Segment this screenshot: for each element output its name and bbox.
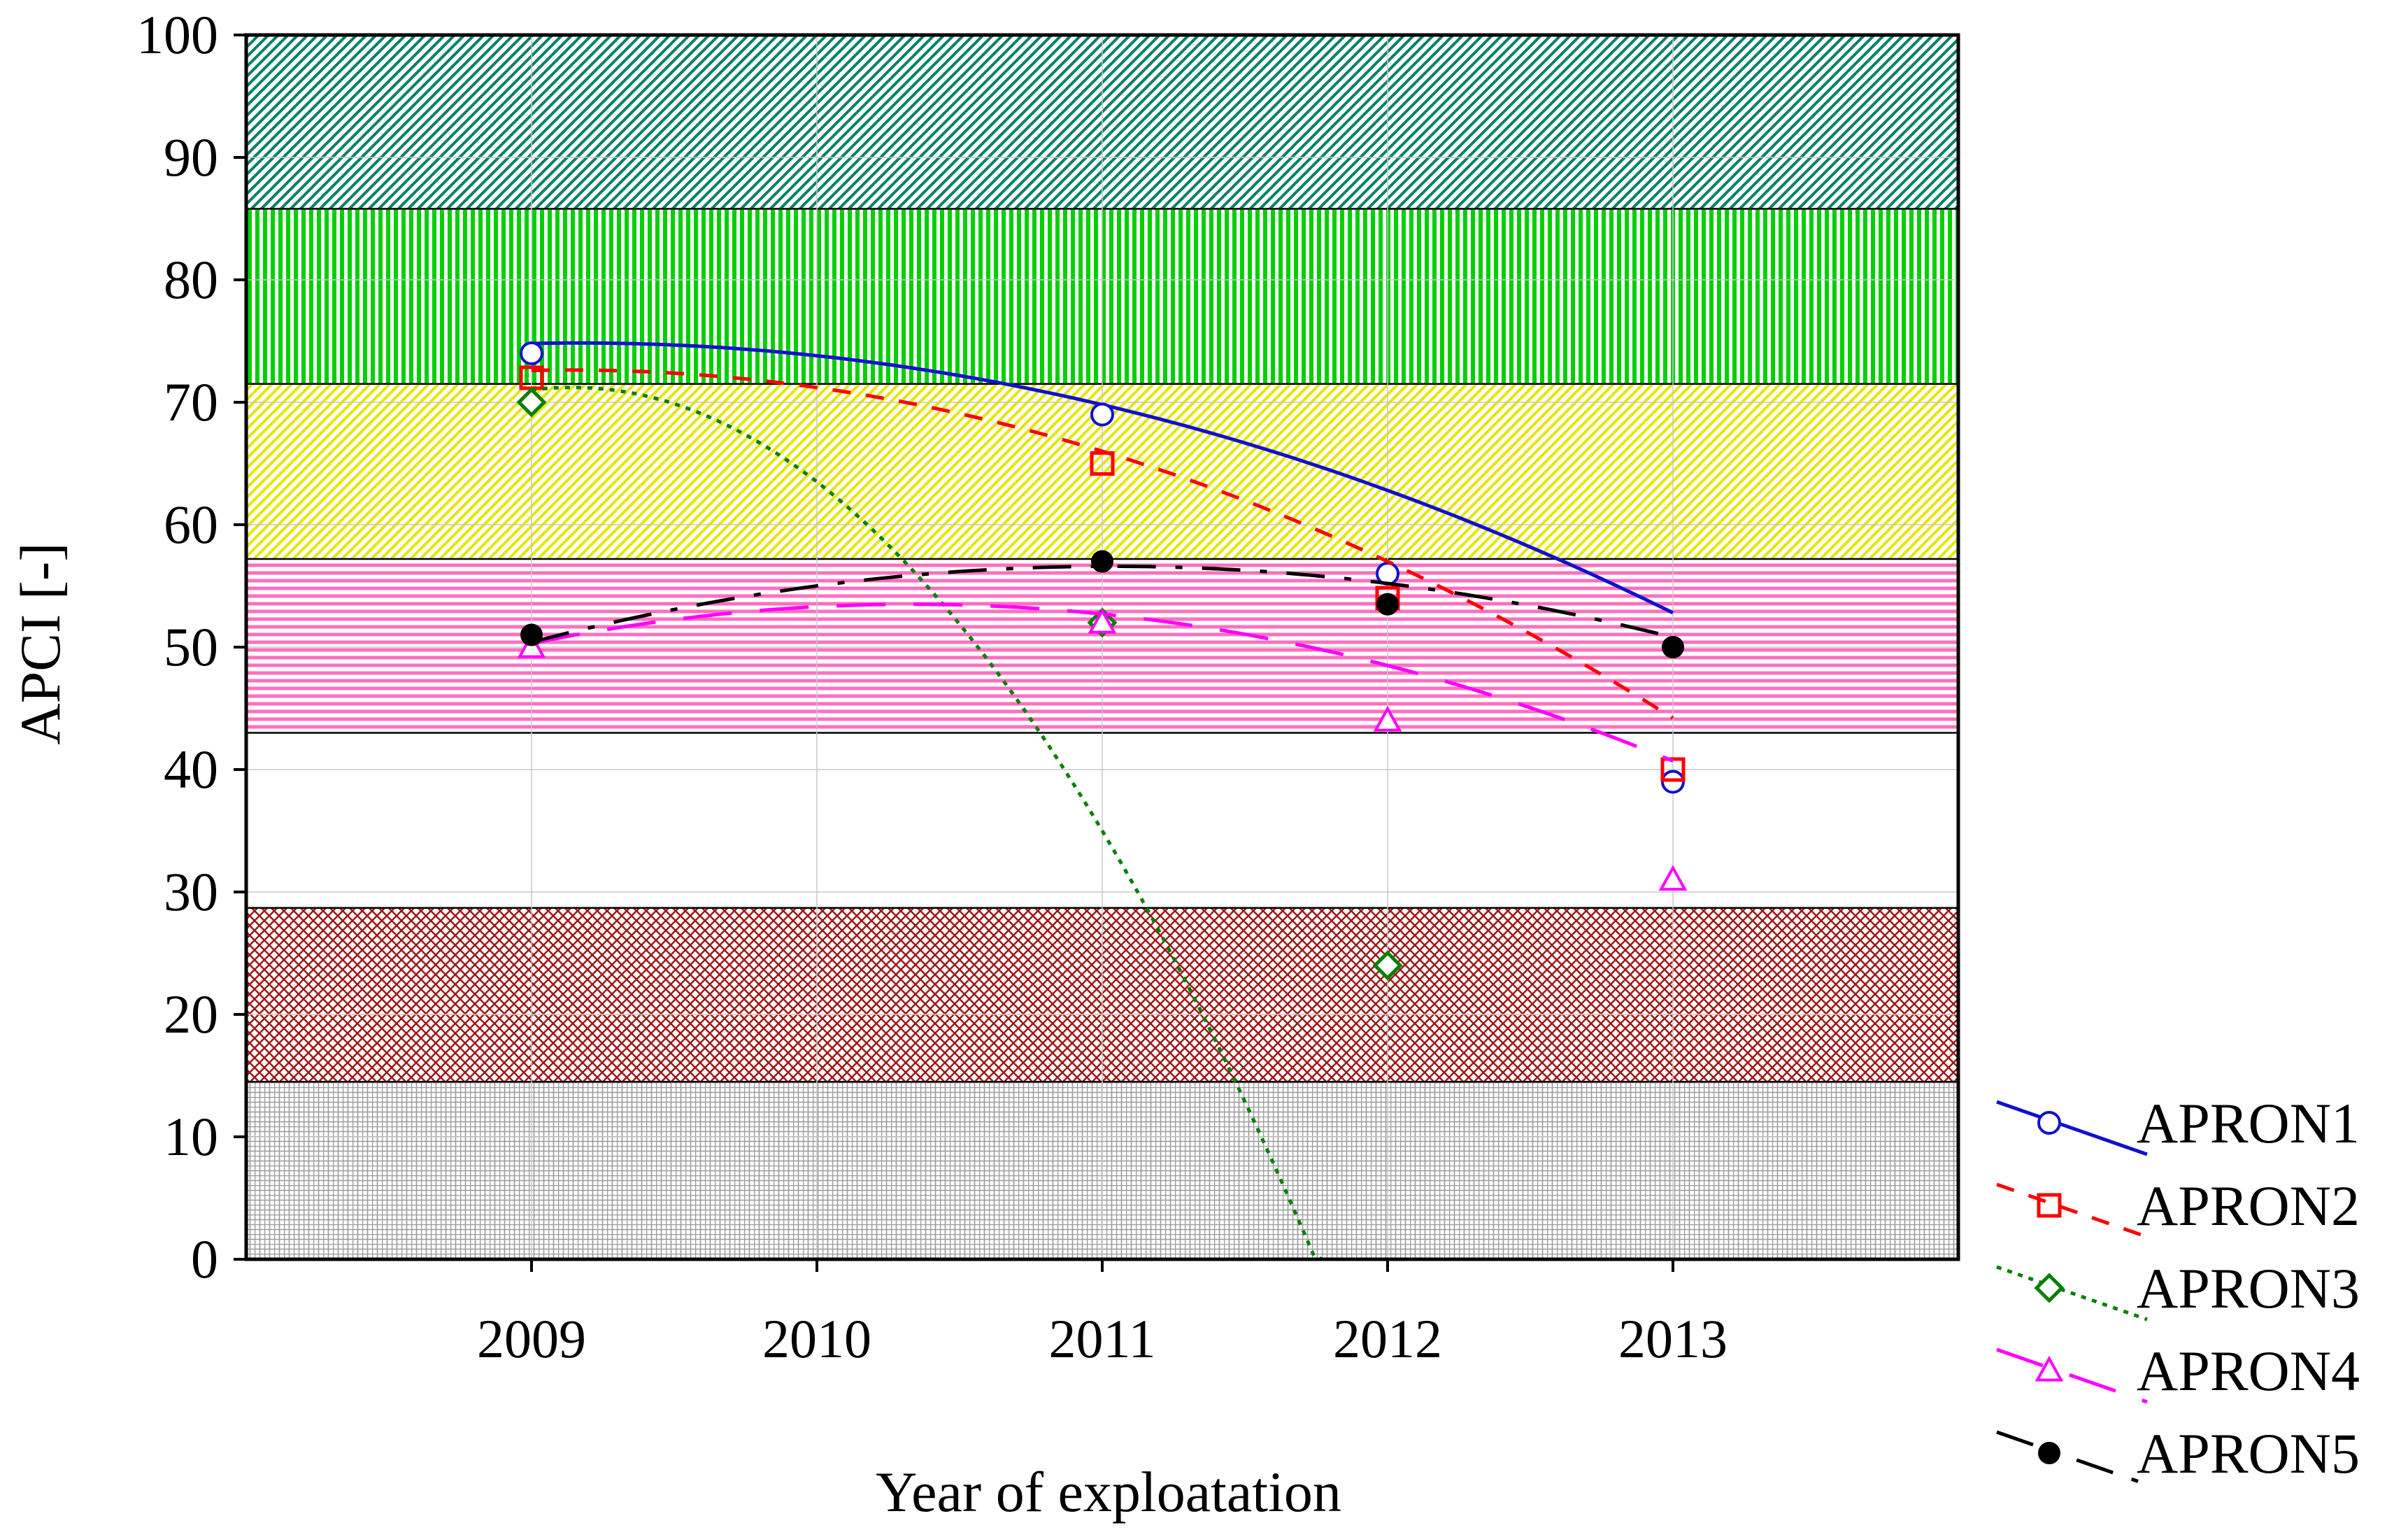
data-point-apron5 [1376,593,1399,616]
x-tick-label: 2009 [477,1308,586,1369]
y-tick-label: 50 [164,616,218,677]
x-tick-label: 2013 [1618,1308,1727,1369]
legend-swatch-line [1996,1430,2148,1487]
legend-swatch-marker [2037,1193,2062,1218]
legend-swatch-line [1996,1182,2148,1239]
series-line-apron5 [531,565,1674,644]
data-point-apron1 [520,341,543,365]
data-point-apron4 [1373,705,1402,732]
legend-item-apron2: APRON2 [1996,1174,2360,1239]
series-apron2 [519,365,1686,782]
legend-swatch-line [1996,1265,2148,1322]
y-tick-label: 60 [164,494,218,555]
data-point-apron1 [1090,402,1114,427]
y-tick-label: 20 [164,984,218,1044]
y-axis-label: APCI [-] [8,542,72,744]
data-point-apron3 [516,387,547,418]
y-tick-label: 100 [136,4,218,65]
data-point-apron3 [1372,950,1403,981]
data-point-apron2 [1660,757,1686,782]
legend-item-apron4: APRON4 [1996,1339,2360,1404]
legend-swatch-marker [2038,1442,2060,1464]
y-tick-label: 10 [164,1106,218,1167]
y-tick-label: 70 [164,371,218,432]
legend-item-apron3: APRON3 [1996,1256,2360,1322]
x-axis-label: Year of exploatation [876,1460,1341,1524]
y-tick-label: 80 [164,249,218,310]
axes [234,33,1960,1272]
data-point-apron2 [1090,451,1115,476]
data-point-apron5 [520,623,543,646]
legend-swatch-line [1996,1347,2148,1404]
legend: APRON1 APRON2 APRON3 APRON4 APRON5 [1996,1091,2360,1487]
legend-label: APRON4 [2137,1339,2360,1403]
legend-label: APRON5 [2137,1422,2360,1485]
legend-swatch-line [1996,1100,2148,1156]
legend-label: APRON1 [2137,1091,2360,1155]
y-tick-label: 40 [164,739,218,800]
legend-label: APRON3 [2137,1256,2360,1320]
x-tick-label: 2011 [1048,1308,1155,1369]
series-apron4 [517,602,1688,891]
x-tick-label: 2010 [762,1308,871,1369]
legend-swatch-marker [2034,1273,2065,1303]
series-apron5 [520,550,1684,658]
y-tick-label: 30 [164,861,218,922]
legend-swatch-marker [2037,1111,2061,1135]
legend-item-apron1: APRON1 [1996,1091,2360,1156]
series-lines [516,341,1688,1261]
x-tick-label: 2012 [1333,1308,1442,1369]
y-tick-label: 0 [191,1228,218,1289]
data-point-apron5 [1091,550,1113,573]
legend-item-apron5: APRON5 [1996,1422,2360,1487]
data-point-apron4 [1088,607,1117,634]
y-tick-label: 90 [164,127,218,187]
series-line-apron3 [531,385,1323,1261]
data-point-apron5 [1662,636,1684,658]
tick-labels: 0 10 20 30 40 50 60 70 80 90 100 2009 2010 2011 2012 20… [136,4,1727,1369]
gridlines [246,35,1958,1259]
legend-swatch-marker [2035,1355,2064,1382]
legend-label: APRON2 [2137,1174,2360,1238]
data-point-apron4 [1658,865,1688,891]
